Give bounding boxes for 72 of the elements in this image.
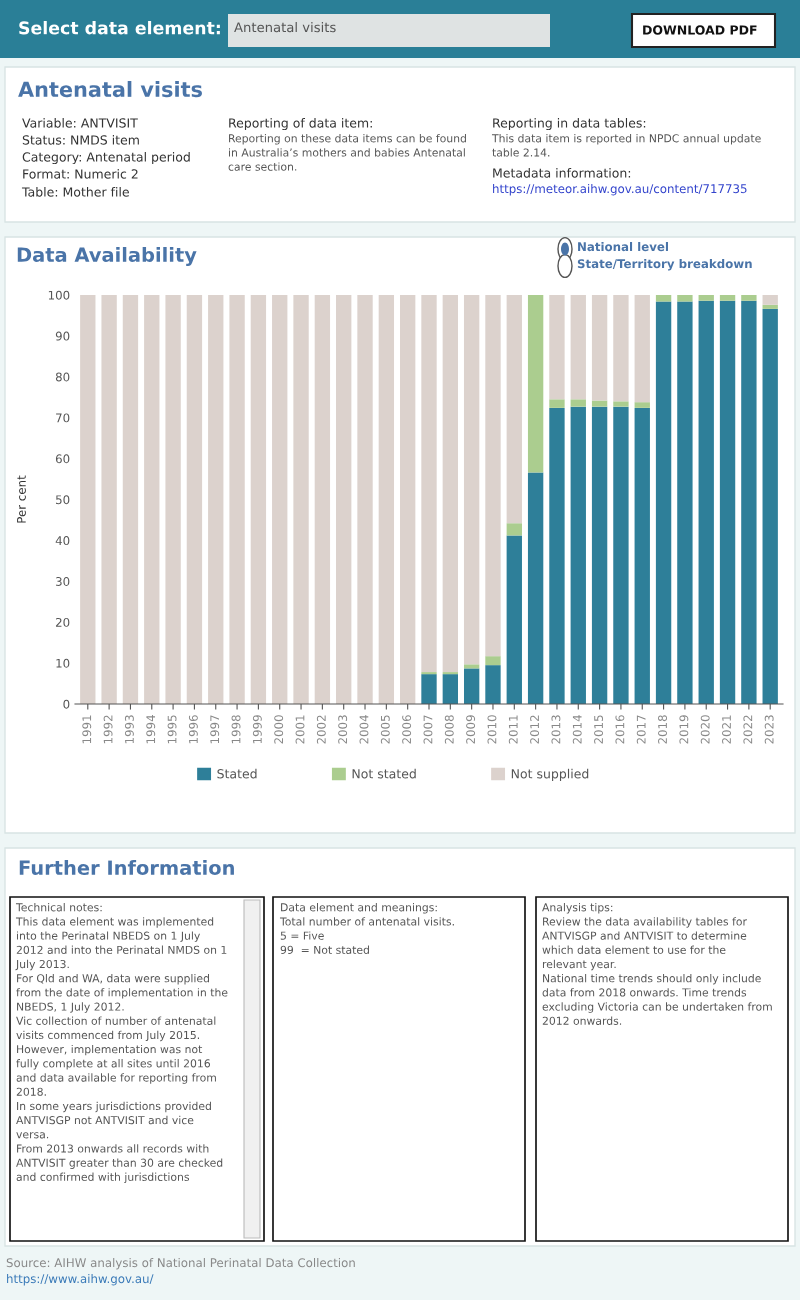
y-tick-label: 20 [55,617,70,627]
x-tick-label: 1999 [252,715,262,744]
text: State/Territory breakdown [577,259,752,271]
x-tick-label: 2008 [444,715,454,744]
text: Metadata information: [493,168,631,178]
text: https://www.aihw.gov.au/ [7,1274,154,1286]
text: Data element and meanings: Total number of antenatal visits. 5 = Five 99 = Not stated [279,903,454,954]
x-tick-label: 1997 [210,715,220,744]
text: Table: Mother file [21,187,129,197]
text: DOWNLOAD PDF [643,25,757,35]
y-axis-title: Per cent [17,475,26,523]
y-tick-label: 50 [56,495,70,505]
x-tick-label: 1993 [124,715,134,744]
x-tick-label: 2006 [402,715,412,744]
text: Further Information [19,860,234,876]
x-tick-label: 2005 [380,715,390,744]
text: Reporting on these data items can be found in Australia’s mothers and babies Antenatal care section. [228,134,466,171]
x-tick-label: 2001 [295,715,305,744]
x-tick-label: 2016 [615,715,625,744]
y-tick-label: 70 [56,413,70,423]
x-tick-label: 2011 [508,715,518,744]
text: Select data element: [19,21,220,35]
x-tick-label: 2007 [423,715,433,744]
x-tick-label: 2009 [466,715,476,744]
text: Reporting in data tables: [493,118,646,131]
x-tick-label: 2004 [359,715,369,744]
source-note: Source: AIHW analysis of National Perinatal Data Collection [6,1258,355,1270]
text: Antenatal visits [18,81,202,98]
y-tick-label: 0 [63,699,70,709]
x-tick-label: 2020 [700,715,710,744]
text: Variable: ANTVISIT [22,118,138,128]
x-tick-label: 2012 [530,715,540,744]
x-tick-label: 2014 [572,715,582,744]
text: Antenatal visits [234,22,336,33]
text: Format: Numeric 2 [23,169,138,179]
x-tick-label: 1992 [103,715,113,744]
text: Analysis tips: Review the data availability tables for ANTVISGP and ANTVISIT to determine which data element to use for the relevant year. National time trends should only include data from 2018 onwards. Time trends excluding Victoria can be undertaken from 2012 onwards. [542,903,772,1025]
text: Category: Antenatal period [22,152,190,165]
x-tick-label: 1995 [167,715,177,744]
x-tick-label: 2023 [764,715,774,744]
x-tick-label: 2010 [487,715,497,744]
y-tick-label: 30 [56,577,70,586]
x-tick-label: 2013 [551,715,561,744]
y-tick-label: 60 [55,454,70,464]
x-tick-label: 2000 [274,715,284,744]
x-tick-label: 1991 [82,715,92,744]
x-tick-label: 2017 [636,715,646,744]
text: Reporting of data item: [229,118,372,131]
y-tick-label: 80 [55,372,70,382]
text: National level [578,242,668,252]
legend-label: Not supplied [511,768,589,781]
y-tick-label: 100 [48,290,70,300]
x-tick-label: 2022 [743,715,753,744]
x-tick-label: 2018 [658,715,667,744]
text: Status: NMDS item [22,135,139,145]
y-tick-label: 10 [56,658,70,668]
x-tick-label: 2019 [679,715,689,744]
text: Technical notes: This data element was implemented into the Perinatal NBEDS on 1 July 2012 and into the Perinatal NMDS on 1 July 2013. For Qld and WA, data were supplied from the date of implementation in the NBEDS, 1 July 2012. Vic collection of number of antenatal visits commenced from July 2015. However, implementation was not fully complete at all sites until 2016 and data available for reporting from 2018. In some years jurisdictions provided ANTVISGP not ANTVISIT and vice versa. From 2013 onwards all records with ANTVISIT greater than 30 are checked and confirmed with jurisdictions [15,903,228,1184]
chart-title: Data Availability [17,247,197,266]
text: This data item is reported in NPDC annual update table 2.14. [491,134,761,157]
y-tick-label: 90 [55,331,70,341]
x-tick-label: 1994 [146,715,156,744]
text: https://meteor.aihw.gov.au/content/717735 [493,184,747,196]
legend-label: Stated [217,768,257,779]
x-tick-label: 1998 [231,715,241,744]
x-tick-label: 1996 [188,715,198,744]
y-tick-label: 40 [55,536,70,546]
x-tick-label: 2021 [722,715,731,744]
x-tick-label: 2015 [594,715,604,744]
legend-label: Not stated [352,768,416,779]
x-tick-label: 2002 [316,715,326,744]
x-tick-label: 2003 [338,715,348,744]
